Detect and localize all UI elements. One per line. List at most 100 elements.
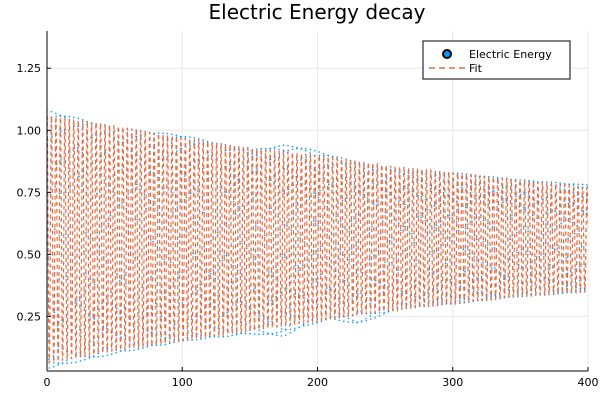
data-point — [293, 329, 296, 332]
data-point — [152, 240, 154, 243]
data-point — [456, 172, 459, 174]
data-point — [294, 264, 297, 267]
data-point — [551, 228, 554, 230]
data-point — [235, 333, 238, 336]
data-point — [184, 135, 187, 138]
data-point — [291, 148, 294, 151]
data-point — [193, 137, 196, 139]
data-point — [110, 291, 112, 294]
data-point — [350, 248, 353, 250]
data-point — [176, 150, 178, 152]
data-point — [328, 183, 330, 186]
x-tick-label: 0 — [44, 376, 51, 389]
data-point — [546, 181, 548, 183]
data-point — [520, 228, 522, 231]
data-point — [509, 218, 512, 221]
data-point — [516, 251, 518, 254]
data-point — [117, 140, 119, 142]
data-point — [439, 200, 442, 202]
data-point — [57, 362, 60, 364]
data-point — [493, 226, 496, 228]
data-point — [290, 229, 293, 231]
data-point — [280, 330, 282, 333]
data-point — [155, 344, 158, 347]
data-point — [79, 329, 81, 331]
data-point — [275, 295, 277, 298]
data-point — [477, 277, 480, 280]
data-point — [547, 268, 550, 270]
data-point — [542, 253, 545, 255]
data-point — [426, 208, 428, 211]
data-point — [286, 225, 288, 227]
data-point — [545, 223, 547, 225]
data-point — [107, 298, 109, 301]
data-point — [366, 274, 368, 277]
data-point — [110, 353, 113, 355]
data-point — [223, 255, 226, 257]
data-point — [413, 284, 416, 287]
data-point — [366, 197, 369, 199]
data-point — [411, 232, 413, 235]
data-point — [577, 183, 579, 186]
legend-label-fit: Fit — [469, 62, 483, 75]
data-point — [371, 225, 373, 228]
data-point — [252, 197, 254, 199]
data-point — [175, 134, 178, 137]
data-point — [50, 110, 53, 113]
data-point — [216, 231, 219, 233]
data-point — [544, 242, 547, 245]
y-tick-label: 1.00 — [17, 124, 42, 137]
data-point — [297, 296, 300, 299]
data-point — [180, 135, 182, 138]
data-point — [143, 193, 146, 196]
data-point — [258, 329, 261, 332]
y-tick-label: 1.25 — [17, 62, 42, 75]
data-point — [236, 332, 238, 334]
data-point — [223, 191, 226, 193]
data-point — [319, 273, 322, 275]
data-point — [92, 278, 94, 280]
data-point — [249, 332, 251, 335]
data-point — [185, 196, 187, 199]
data-point — [199, 283, 201, 286]
data-point — [250, 252, 252, 255]
data-point — [287, 188, 290, 191]
data-point — [464, 270, 466, 273]
data-point — [302, 324, 305, 327]
data-point — [283, 256, 286, 259]
data-point — [462, 248, 465, 251]
data-point — [48, 367, 51, 369]
data-point — [314, 220, 317, 222]
data-point — [563, 216, 565, 218]
data-point — [219, 186, 222, 188]
data-point — [225, 255, 228, 257]
data-point — [163, 258, 166, 261]
data-point — [381, 220, 384, 222]
data-point — [408, 222, 411, 224]
data-point — [565, 257, 567, 259]
data-point — [299, 237, 302, 239]
data-point — [65, 275, 67, 278]
data-point — [81, 119, 84, 121]
data-point — [420, 216, 422, 219]
data-point — [365, 319, 367, 322]
data-point — [118, 280, 121, 282]
data-point — [413, 242, 415, 244]
data-point — [47, 301, 50, 303]
data-point — [549, 208, 552, 210]
data-point — [549, 263, 551, 266]
data-point — [139, 188, 141, 191]
data-point — [297, 269, 300, 272]
data-point — [141, 317, 144, 319]
data-point — [109, 214, 112, 217]
data-point — [289, 332, 292, 334]
data-point — [581, 183, 584, 186]
data-point — [156, 209, 159, 212]
data-point — [492, 176, 495, 178]
data-point — [241, 242, 244, 245]
data-point — [463, 298, 466, 300]
data-point — [471, 220, 473, 222]
data-point — [433, 226, 436, 229]
data-point — [61, 319, 63, 322]
